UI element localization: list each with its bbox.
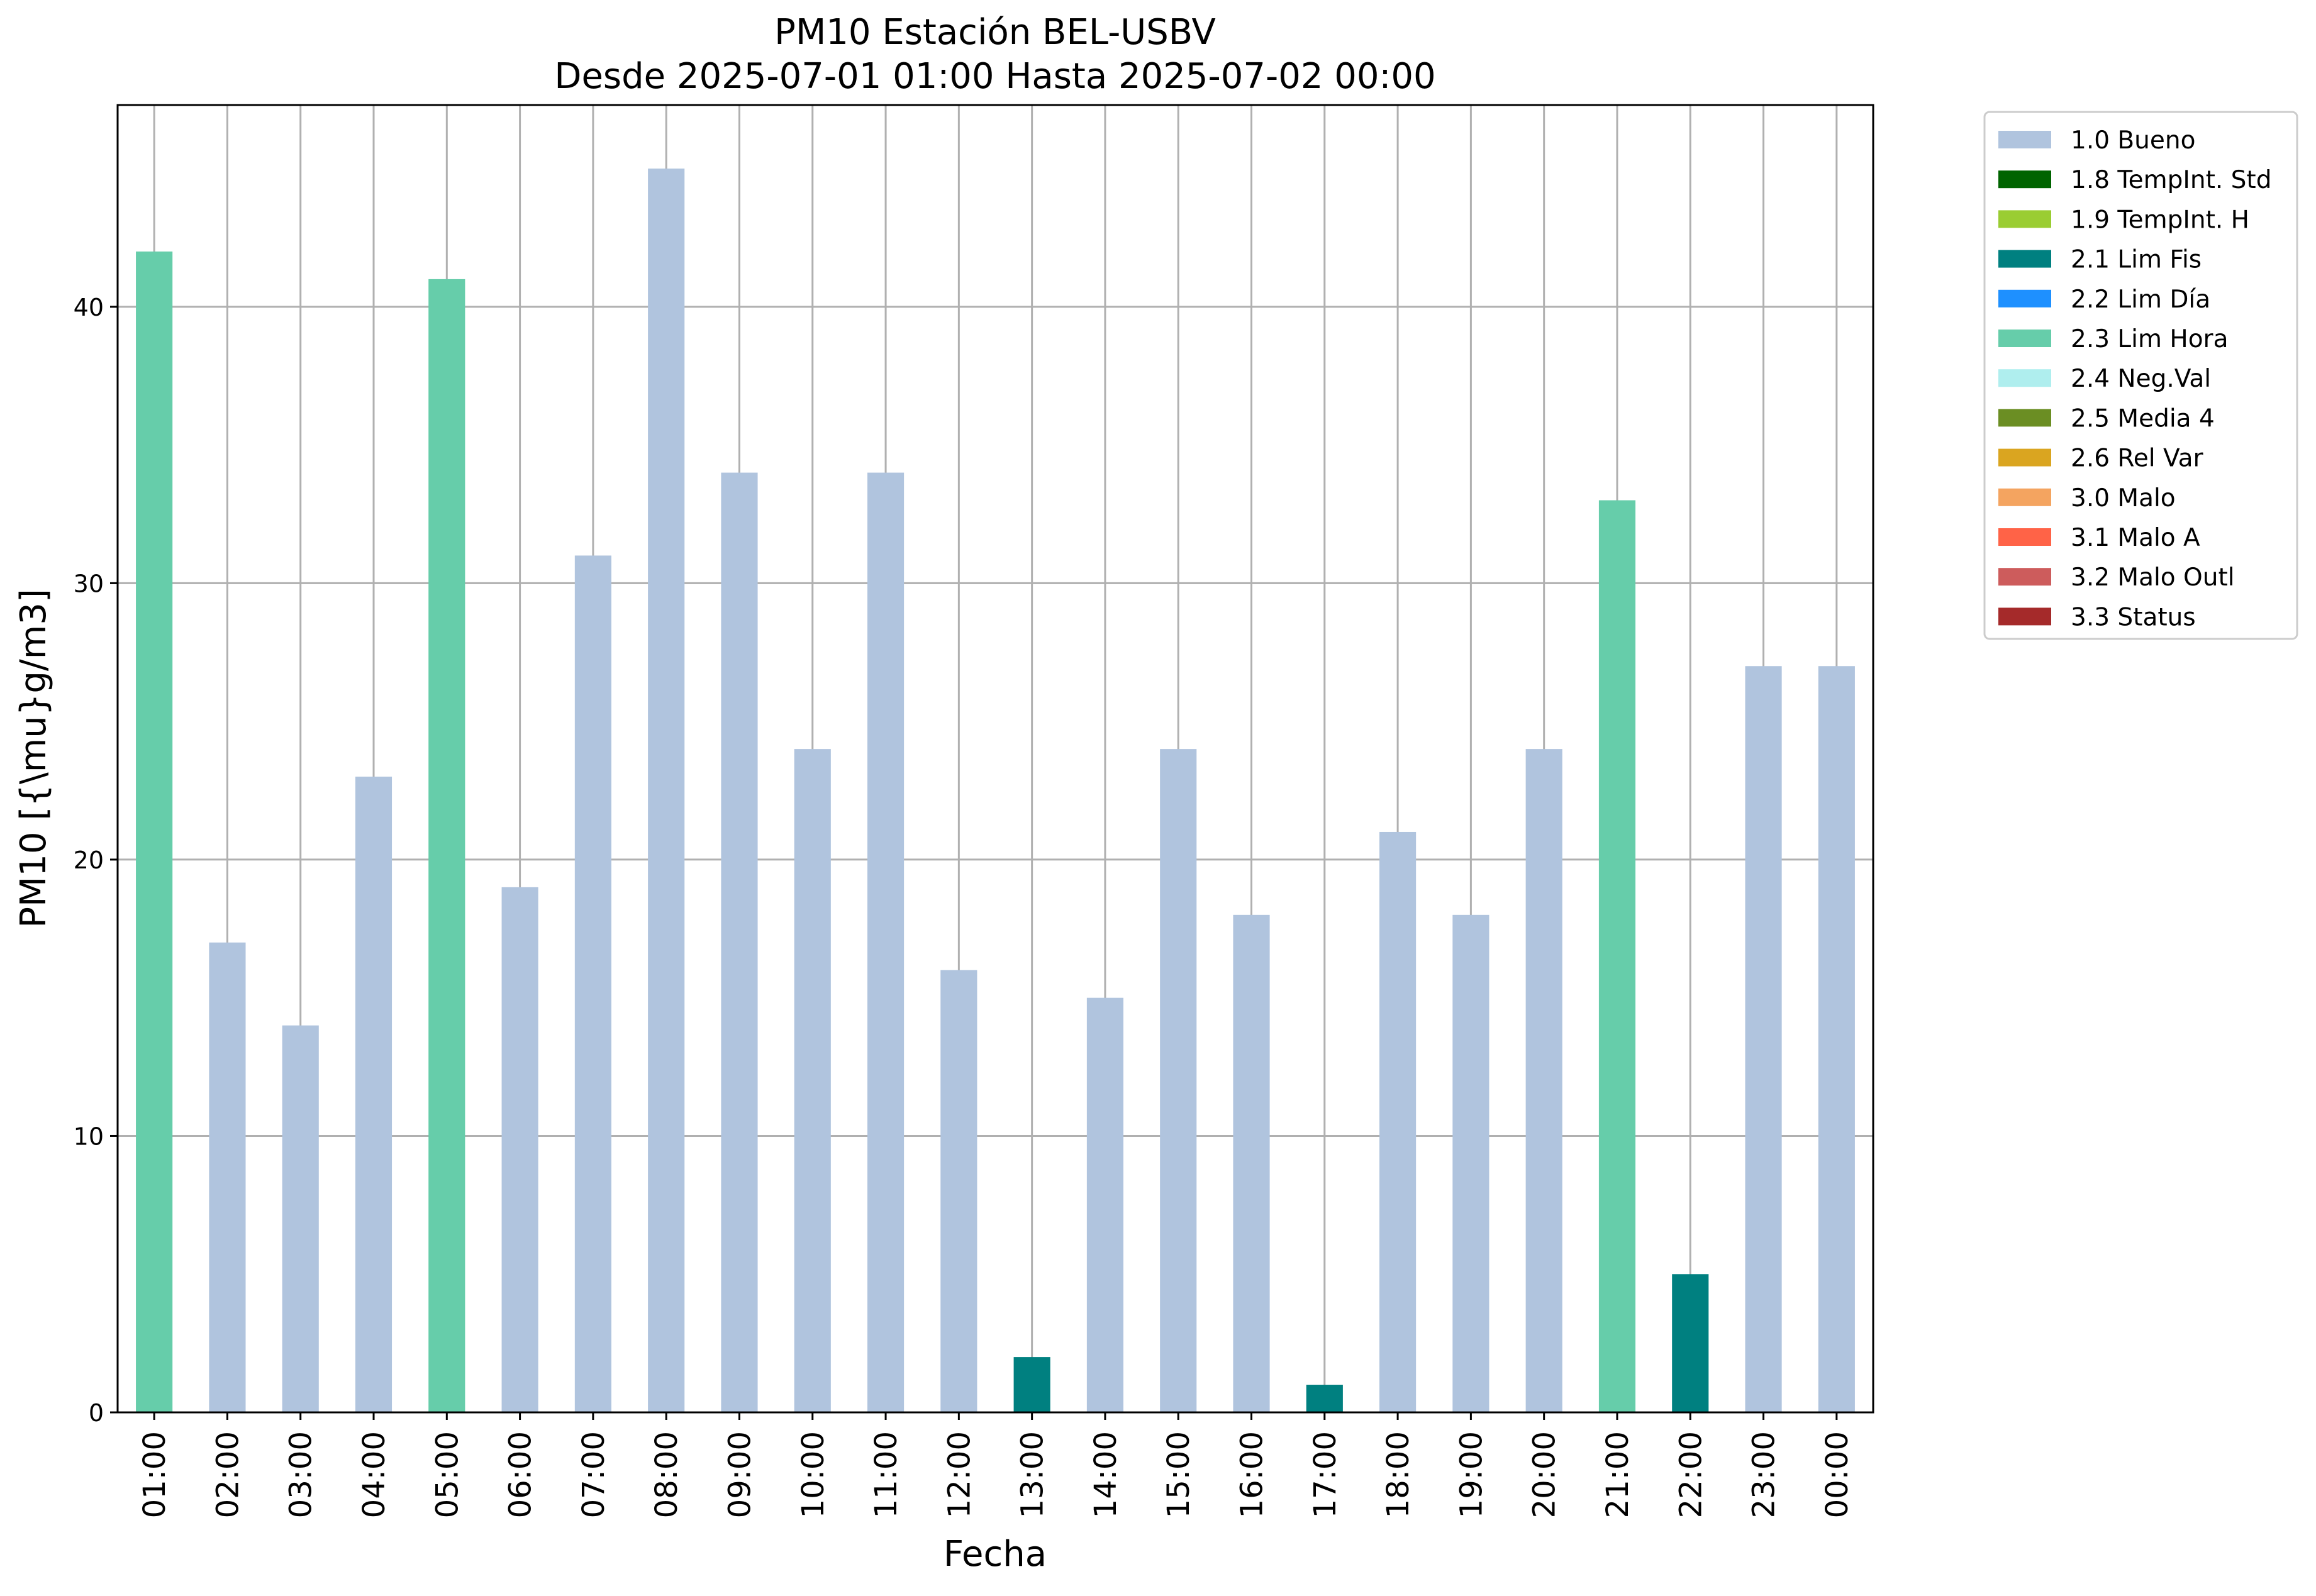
x-tick-label: 04:00	[357, 1431, 392, 1518]
bar-0700	[574, 555, 611, 1412]
plot-area-frame	[116, 104, 1874, 1414]
legend-swatch	[1998, 409, 2051, 427]
x-tick-label: 19:00	[1454, 1431, 1489, 1518]
x-tick-label: 15:00	[1161, 1431, 1196, 1518]
y-tick-label: 30	[74, 570, 104, 597]
legend-label: 2.3 Lim Hora	[2071, 325, 2229, 353]
bar-0500	[428, 279, 465, 1412]
y-tick-label: 40	[74, 294, 104, 321]
bar-1700	[1306, 1385, 1343, 1412]
bar-2000	[1525, 749, 1562, 1412]
legend-label: 3.3 Status	[2071, 603, 2196, 631]
bar-1200	[940, 970, 977, 1412]
legend-label: 1.8 TempInt. Std	[2071, 166, 2271, 194]
legend-label: 2.2 Lim Día	[2071, 285, 2210, 314]
x-tick-label: 14:00	[1088, 1431, 1123, 1518]
legend-label: 1.9 TempInt. H	[2071, 206, 2249, 234]
x-tick-label: 08:00	[649, 1431, 684, 1518]
legend-swatch	[1998, 568, 2051, 586]
bar-1400	[1086, 997, 1124, 1412]
x-tick-label: 16:00	[1235, 1431, 1270, 1518]
x-tick-label: 21:00	[1600, 1431, 1635, 1518]
bar-0200	[209, 942, 246, 1412]
x-tick-label: 00:00	[1820, 1431, 1855, 1518]
x-tick-label: 18:00	[1381, 1431, 1416, 1518]
chart-title-line2: Desde 2025-07-01 01:00 Hasta 2025-07-02 …	[554, 56, 1435, 97]
x-tick-label: 13:00	[1015, 1431, 1050, 1518]
bar-0100	[136, 251, 173, 1412]
bar-1100	[867, 472, 905, 1412]
legend-swatch	[1998, 369, 2051, 387]
x-tick-label: 20:00	[1527, 1431, 1562, 1518]
legend-swatch	[1998, 448, 2051, 467]
legend-label: 2.6 Rel Var	[2071, 445, 2204, 473]
legend-label: 2.4 Neg.Val	[2071, 365, 2211, 393]
bar-0300	[282, 1025, 319, 1412]
legend-swatch	[1998, 210, 2051, 228]
bar-1800	[1379, 831, 1417, 1412]
x-tick-label: 03:00	[284, 1431, 319, 1518]
x-tick-label: 23:00	[1747, 1431, 1782, 1518]
legend-label: 3.0 Malo	[2071, 484, 2176, 513]
x-tick-label: 02:00	[210, 1431, 245, 1518]
legend-swatch	[1998, 170, 2051, 189]
bar-0800	[648, 169, 685, 1412]
x-tick-label: 06:00	[503, 1431, 538, 1518]
y-tick-label: 10	[74, 1122, 104, 1150]
bar-1300	[1013, 1357, 1050, 1412]
legend-label: 1.0 Bueno	[2071, 126, 2195, 155]
legend: 1.0 Bueno 1.8 TempInt. Std 1.9 TempInt. H 2…	[1983, 111, 2298, 640]
bar-1500	[1160, 749, 1197, 1412]
legend-label: 3.2 Malo Outl	[2071, 563, 2235, 592]
legend-frame	[1983, 111, 2298, 640]
bars	[136, 169, 1855, 1412]
x-tick-label: 01:00	[137, 1431, 172, 1518]
bar-0000	[1818, 666, 1855, 1412]
legend-label: 2.1 Lim Fis	[2071, 246, 2202, 274]
x-tick-label: 12:00	[942, 1431, 977, 1518]
bar-0900	[721, 472, 758, 1412]
y-axis-label: PM10 [{\mu}g/m3]	[13, 589, 54, 928]
bar-0400	[355, 777, 392, 1412]
legend-label: 2.5 Media 4	[2071, 404, 2215, 433]
x-tick-label: 10:00	[796, 1431, 831, 1518]
y-axis: 0 10 20 30 40	[74, 294, 118, 1427]
x-tick-label: 17:00	[1308, 1431, 1343, 1518]
y-tick-label: 20	[74, 846, 104, 874]
legend-swatch	[1998, 250, 2051, 268]
x-tick-label: 11:00	[869, 1431, 904, 1518]
x-tick-label: 07:00	[576, 1431, 611, 1518]
legend-swatch	[1998, 131, 2051, 148]
bar-2100	[1598, 500, 1636, 1412]
legend-swatch	[1998, 289, 2051, 308]
bar-0600	[501, 887, 538, 1412]
x-tick-label: 09:00	[722, 1431, 757, 1518]
legend-items: 1.0 Bueno 1.8 TempInt. Std 1.9 TempInt. H 2…	[1998, 126, 2271, 631]
bar-1600	[1233, 914, 1270, 1412]
x-tick-label: 05:00	[430, 1431, 465, 1518]
legend-swatch	[1998, 330, 2051, 347]
legend-swatch	[1998, 607, 2051, 626]
y-tick-label: 0	[89, 1399, 104, 1427]
bar-2200	[1672, 1274, 1709, 1412]
chart-title-line1: PM10 Estación BEL-USBV	[774, 12, 1216, 53]
bar-1900	[1452, 914, 1489, 1412]
legend-swatch	[1998, 488, 2051, 506]
x-tick-label: 22:00	[1673, 1431, 1708, 1518]
legend-label: 3.1 Malo A	[2071, 524, 2200, 552]
x-axis-label: Fecha	[944, 1534, 1047, 1575]
legend-swatch	[1998, 528, 2051, 546]
x-axis: 01:00 02:00 03:00 04:00 05:00 06:00 07:00 08:00…	[137, 1412, 1855, 1518]
bar-1000	[794, 749, 831, 1412]
bar-2300	[1745, 666, 1782, 1412]
